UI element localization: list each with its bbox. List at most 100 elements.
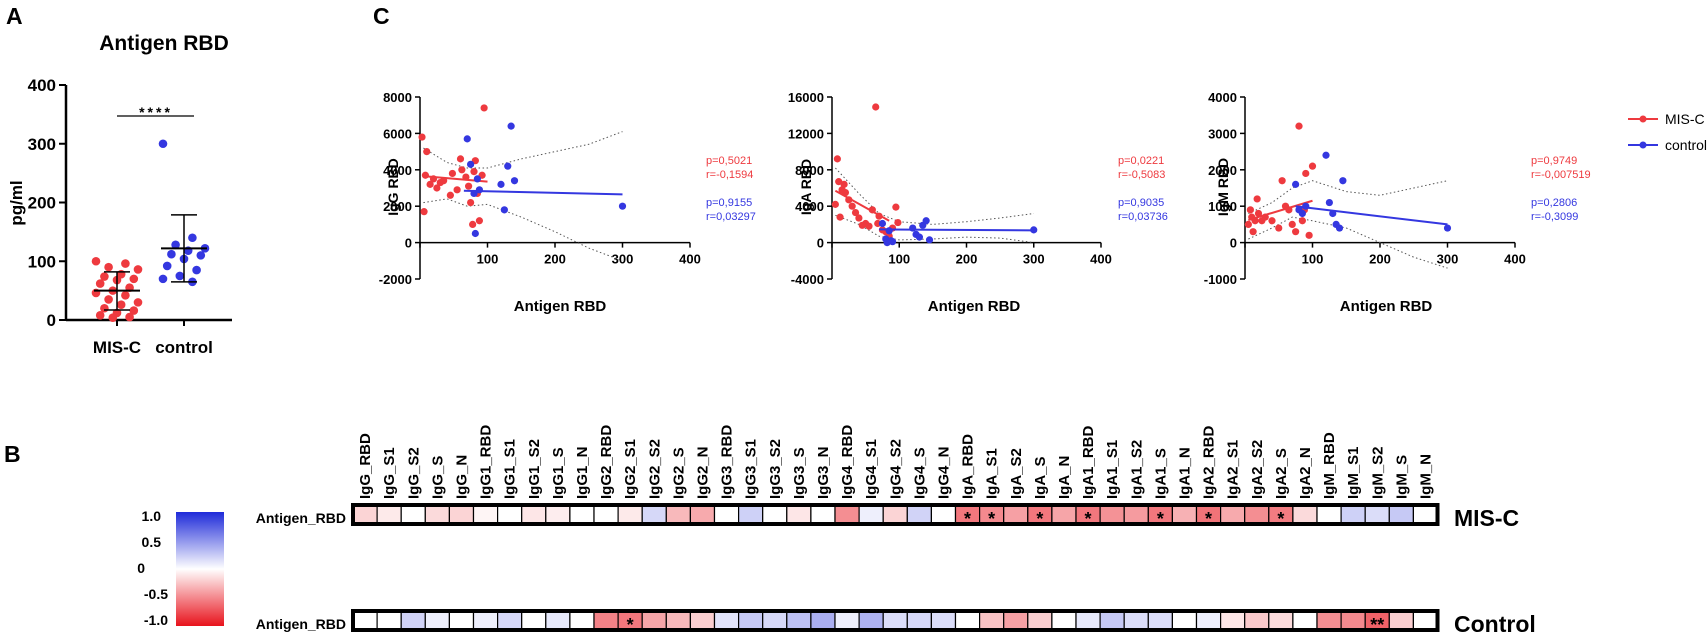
heatmap-cell: [762, 610, 788, 631]
heatmap-cell: [810, 504, 836, 525]
colorbar: [176, 512, 224, 626]
panel-a-ylabel: pg/ml: [7, 180, 26, 225]
panel-c1-point-control: [510, 177, 519, 185]
panel-a-point-control: [162, 261, 172, 271]
heatmap-cell: [1003, 610, 1029, 631]
panel-c3-point-misc: [1275, 224, 1283, 232]
heatmap-cell: [978, 610, 1005, 631]
panel-c1-point-misc: [458, 166, 466, 174]
heatmap-cell: [1123, 610, 1149, 631]
panel-c1-xtick-label: 300: [612, 252, 634, 267]
panel-label-b: B: [4, 441, 21, 467]
heatmap-cell: [1412, 610, 1439, 631]
heatmap-cell: [1171, 610, 1198, 631]
panel-c3-ytick-label: -1000: [1204, 272, 1237, 287]
panel-c1-fit-control: [463, 189, 623, 196]
panel-a-point-control: [192, 265, 201, 275]
heatmap-column-label: IgA_N: [1056, 456, 1073, 499]
panel-c1-point-misc: [433, 184, 441, 192]
heatmap-cell: [713, 610, 740, 631]
heatmap-cell: [1340, 610, 1366, 631]
heatmap-column-label: IgA1_N: [1177, 447, 1194, 499]
heatmap-cell: [1051, 610, 1077, 631]
heatmap-column-label: IgG_S: [429, 456, 446, 499]
panel-c2-point-misc: [851, 208, 860, 217]
panel-a-point-control: [158, 139, 168, 149]
panel-c2-point-misc: [836, 213, 844, 221]
heatmap-cell: [617, 504, 643, 525]
heatmap-column-label: IgG3_N: [815, 446, 832, 499]
panel-c2-fit-misc: [834, 189, 890, 222]
panel-c1-point-misc: [465, 182, 473, 190]
panel-c2-ytick-label: 4000: [795, 199, 824, 214]
heatmap-cell: [1099, 610, 1125, 631]
heatmap-column-label: IgM_RBD: [1321, 432, 1338, 499]
heatmap-column-label: IgG1_S1: [502, 439, 519, 499]
heatmap-star: *: [988, 509, 995, 529]
heatmap-cell: [1219, 504, 1246, 525]
heatmap-cell: [497, 504, 523, 525]
c3-misc-r: r=-0,007519: [1531, 169, 1591, 181]
heatmap-cell: [689, 504, 716, 525]
heatmap-row-frame: [351, 609, 1440, 632]
heatmap-cell: [376, 610, 402, 631]
heatmap-cell: [641, 610, 667, 631]
panel-a-ytick-label: 300: [28, 135, 56, 154]
panel-a-point-misc: [121, 291, 130, 300]
heatmap-column-label: IgG4_N: [936, 446, 953, 499]
panel-a-title: Antigen RBD: [99, 32, 229, 55]
colorbar-tick-1: 1.0: [142, 508, 162, 524]
panel-a-point-misc: [91, 256, 101, 266]
panel-c1-xtick-label: 100: [477, 252, 499, 267]
panel-c2-point-control: [922, 217, 930, 225]
heatmap-cell: [1292, 504, 1318, 525]
panel-c2-ytick-label: 8000: [795, 163, 824, 178]
panel-c2-ytick-label: 12000: [788, 126, 824, 141]
heatmap-cell: [930, 504, 957, 525]
panel-c3-point-misc: [1254, 209, 1263, 218]
panel-c1-point-control: [475, 186, 483, 194]
heatmap-cell: [593, 610, 619, 631]
panel-c1-xtick-label: 400: [679, 252, 701, 267]
c1-control-p: p=0,9155: [706, 197, 752, 209]
heatmap-column-label: IgA2_S1: [1225, 440, 1242, 499]
heatmap-cell: [1244, 504, 1270, 525]
heatmap-cell: [1195, 610, 1222, 631]
panel-c2-point-control: [888, 238, 897, 246]
panel-c3-ytick-label: 0: [1230, 236, 1237, 251]
c1-control-r: r=0,03297: [706, 211, 756, 223]
heatmap-column-label: IgG3_RBD: [719, 425, 736, 499]
panel-c3-point-control: [1292, 180, 1300, 188]
panel-c2-point-control: [925, 236, 934, 244]
panel-c1-xlabel: Antigen RBD: [514, 298, 607, 315]
panel-a-point-misc: [129, 306, 139, 315]
panel-a-point-control: [158, 274, 168, 284]
panel-c3-ytick-label: 1000: [1208, 199, 1237, 214]
heatmap-column-label: IgG_RBD: [357, 433, 374, 499]
panel-c3-point-misc: [1278, 177, 1286, 185]
panel-a-point-misc: [104, 295, 113, 304]
panel-a-point-control: [188, 233, 197, 243]
panel-a-point-control: [167, 249, 176, 259]
panel-c3-point-misc: [1253, 195, 1261, 203]
panel-a-xtick-label: MIS-C: [93, 338, 141, 357]
heatmap-column-label: IgG_S1: [381, 447, 398, 499]
heatmap-column-label: IgG2_S: [670, 447, 687, 499]
panel-c3-point-control: [1443, 224, 1452, 232]
panel-c3-xtick-label: 300: [1437, 252, 1459, 267]
panel-c2-point-misc: [831, 200, 839, 208]
panel-c3-point-control: [1322, 151, 1330, 159]
heatmap-column-label: IgG_S2: [405, 447, 422, 499]
panel-c2-point-misc: [848, 202, 856, 210]
panel-a-point-misc: [121, 259, 130, 268]
panel-c3-xtick-label: 400: [1504, 252, 1526, 267]
heatmap-cell: [521, 504, 547, 525]
panel-c3-xtick-label: 200: [1369, 252, 1391, 267]
heatmap-column-label: IgG2_S1: [622, 439, 639, 499]
legend-control-label: control: [1665, 137, 1707, 153]
panel-c2-point-control: [885, 227, 893, 235]
panel-a-point-control: [175, 271, 185, 281]
panel-c3-ytick-label: 2000: [1208, 163, 1237, 178]
c3-control-p: p=0,2806: [1531, 197, 1577, 209]
